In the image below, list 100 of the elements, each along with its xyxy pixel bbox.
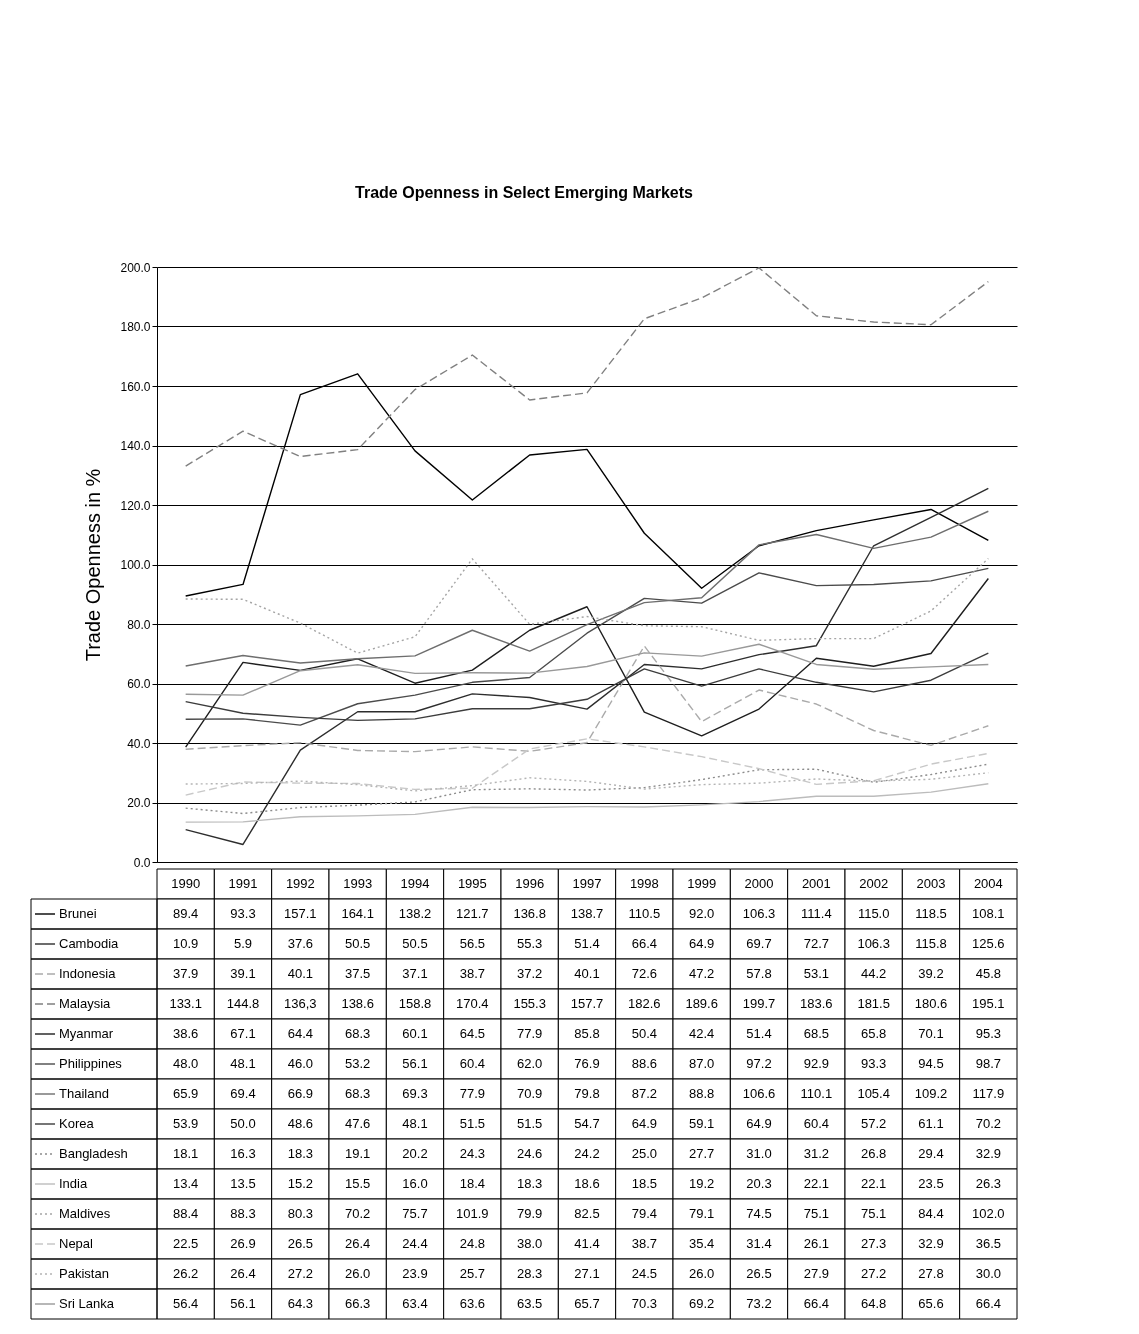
x-tick-label: 1996 [515,876,545,891]
data-label: 199.7 [742,996,776,1011]
data-label: 164.1 [341,906,374,921]
legend-label: Pakistan [59,1266,109,1281]
data-label: 64.8 [861,1296,887,1311]
data-label: 19.1 [345,1146,371,1161]
data-label: 48.1 [230,1056,256,1071]
data-label: 93.3 [861,1056,887,1071]
data-label: 37.6 [287,936,313,951]
data-label: 110.5 [628,906,661,921]
data-label: 30.0 [975,1266,1001,1281]
data-label: 88.3 [230,1206,256,1221]
data-label: 75.1 [861,1206,887,1221]
data-label: 40.1 [287,966,313,981]
data-label: 101.9 [456,1206,489,1221]
data-label: 73.2 [746,1296,772,1311]
y-tick-label: 100.0 [120,558,151,572]
y-tick-label: 120.0 [120,498,151,513]
legend-label: Myanmar [59,1026,114,1041]
data-label: 38.7 [631,1236,657,1251]
data-label: 47.6 [345,1116,371,1131]
line-series [184,652,990,722]
data-label: 46.0 [287,1056,313,1071]
data-label: 31.2 [803,1146,829,1161]
data-label: 27.3 [861,1236,887,1251]
data-label: 50.5 [345,936,371,951]
legend-label: Bangladesh [59,1146,128,1161]
data-label: 183.6 [800,996,833,1011]
data-label: 75.1 [803,1206,829,1221]
data-label: 189.6 [685,996,718,1011]
y-tick-label: 80.0 [127,617,151,632]
data-label: 65.7 [574,1296,600,1311]
line-series [184,643,990,696]
data-label: 157.1 [284,906,317,921]
data-label: 18.6 [574,1176,600,1191]
data-label: 24.3 [459,1146,485,1161]
data-label: 60.1 [402,1026,428,1041]
data-label: 47.2 [689,966,715,981]
data-label: 70.2 [345,1206,371,1221]
data-label: 26.0 [689,1266,715,1281]
data-label: 38.0 [517,1236,543,1251]
data-label: 40.1 [574,966,600,981]
data-label: 65.8 [861,1026,887,1041]
data-label: 65.6 [918,1296,944,1311]
data-label: 50.0 [230,1116,256,1131]
data-label: 61.1 [918,1116,944,1131]
chart-title: Trade Openness in Select Emerging Markets [355,184,694,201]
legend-label: Malaysia [59,996,112,1011]
data-label: 26.8 [861,1146,887,1161]
data-label: 110.1 [800,1086,833,1101]
data-label: 44.2 [861,966,887,981]
line-series [184,267,990,467]
line-series [184,645,990,753]
data-label: 25.0 [631,1146,657,1161]
data-label: 5.9 [233,936,253,951]
data-label: 31.0 [746,1146,772,1161]
data-label: 35.4 [689,1236,715,1251]
data-label: 19.2 [689,1176,715,1191]
x-tick-label: 1991 [228,876,258,891]
data-label: 106.3 [742,906,776,921]
data-label: 88.6 [631,1056,657,1071]
data-label: 37.9 [173,966,199,981]
data-label: 80.3 [287,1206,313,1221]
data-label: 89.4 [173,906,199,921]
data-label: 93.3 [230,906,256,921]
y-tick-label: 160.0 [120,379,151,394]
data-label: 68.3 [345,1086,371,1101]
data-label: 182.6 [628,996,661,1011]
data-label: 26.5 [746,1266,772,1281]
data-label: 94.5 [918,1056,944,1071]
data-label: 56.1 [402,1056,428,1071]
legend-label: Thailand [59,1086,109,1101]
data-label: 41.4 [574,1236,600,1251]
data-label: 24.4 [402,1236,428,1251]
data-label: 13.4 [173,1176,199,1191]
data-label: 87.2 [631,1086,657,1101]
data-label: 39.2 [918,966,944,981]
data-label: 45.8 [975,966,1001,981]
data-label: 27.1 [574,1266,600,1281]
data-label: 62.0 [517,1056,543,1071]
data-label: 26.9 [230,1236,256,1251]
data-label: 51.5 [517,1116,543,1131]
line-series [184,738,990,796]
data-label: 38.6 [173,1026,199,1041]
data-label: 27.7 [689,1146,715,1161]
data-label: 92.9 [803,1056,829,1071]
data-label: 32.9 [975,1146,1001,1161]
data-label: 63.6 [459,1296,485,1311]
legend-label: India [59,1176,88,1191]
data-label: 38.7 [459,966,485,981]
data-label: 77.9 [459,1086,485,1101]
x-tick-label: 1997 [572,876,602,891]
data-label: 79.9 [517,1206,543,1221]
data-label: 68.3 [345,1026,371,1041]
x-tick-label: 1998 [629,876,659,891]
data-label: 16.3 [230,1146,256,1161]
x-tick-label: 1994 [400,876,430,891]
x-tick-label: 2000 [744,876,774,891]
data-label: 157.7 [570,996,604,1011]
y-tick-label: 20.0 [127,796,151,810]
